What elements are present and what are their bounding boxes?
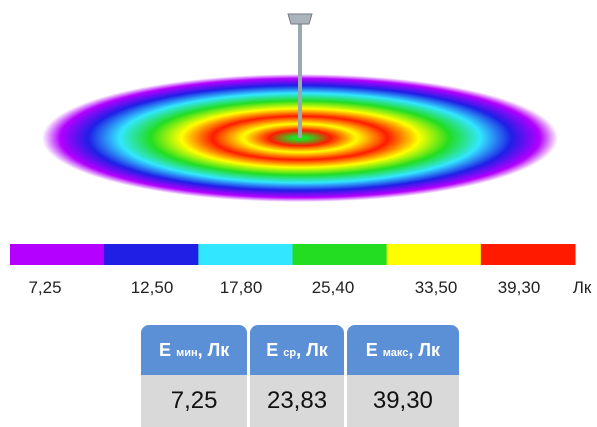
lamp bbox=[288, 14, 312, 24]
legend-label: 12,50 bbox=[131, 278, 174, 298]
legend-swatch bbox=[10, 244, 105, 265]
unit: , Лк bbox=[408, 340, 440, 360]
legend-label: 17,80 bbox=[220, 278, 263, 298]
header-cell: E мин, Лк bbox=[141, 325, 247, 375]
legend-swatch bbox=[481, 244, 576, 265]
header-cell: E ср, Лк bbox=[250, 325, 343, 375]
legend-unit: Лк bbox=[573, 278, 592, 298]
legend-label: 7,25 bbox=[28, 278, 61, 298]
symbol: E bbox=[159, 340, 171, 360]
subscript: макс bbox=[383, 347, 409, 359]
legend-label: 25,40 bbox=[312, 278, 355, 298]
value-cell: 7,25 bbox=[141, 375, 247, 427]
symbol: E bbox=[266, 340, 278, 360]
unit: , Лк bbox=[296, 340, 328, 360]
pole bbox=[298, 24, 302, 138]
legend-swatch bbox=[198, 244, 293, 265]
header-cell: E макс, Лк bbox=[347, 325, 459, 375]
legend-swatch bbox=[104, 244, 199, 265]
subscript: ср bbox=[283, 347, 296, 359]
subscript: мин bbox=[176, 347, 198, 359]
value-cell: 23,83 bbox=[250, 375, 343, 427]
symbol: E bbox=[366, 340, 378, 360]
unit: , Лк bbox=[198, 340, 230, 360]
value-cell: 39,30 bbox=[347, 375, 459, 427]
legend-label: 33,50 bbox=[415, 278, 458, 298]
legend-label: 39,30 bbox=[498, 278, 541, 298]
legend-swatch bbox=[387, 244, 482, 265]
page: 7,2512,5017,8025,4033,5039,30Лк E мин, Л… bbox=[0, 0, 597, 425]
legend-swatch bbox=[293, 244, 388, 265]
